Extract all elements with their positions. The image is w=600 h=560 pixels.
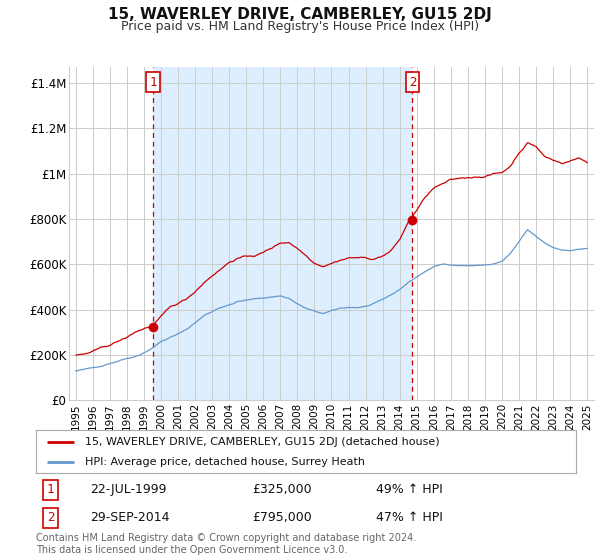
Text: 22-JUL-1999: 22-JUL-1999 (90, 483, 167, 496)
Text: HPI: Average price, detached house, Surrey Heath: HPI: Average price, detached house, Surr… (85, 458, 365, 467)
Text: 29-SEP-2014: 29-SEP-2014 (90, 511, 170, 524)
Text: 15, WAVERLEY DRIVE, CAMBERLEY, GU15 2DJ (detached house): 15, WAVERLEY DRIVE, CAMBERLEY, GU15 2DJ … (85, 437, 439, 447)
Text: 1: 1 (47, 483, 54, 496)
Text: 2: 2 (409, 76, 416, 88)
Bar (153, 67, 412, 400)
Text: 47% ↑ HPI: 47% ↑ HPI (376, 511, 443, 524)
Text: £795,000: £795,000 (252, 511, 312, 524)
Text: Contains HM Land Registry data © Crown copyright and database right 2024.
This d: Contains HM Land Registry data © Crown c… (36, 533, 416, 555)
Text: 2: 2 (47, 511, 54, 524)
Text: £325,000: £325,000 (252, 483, 311, 496)
Text: 49% ↑ HPI: 49% ↑ HPI (376, 483, 443, 496)
Text: 1: 1 (149, 76, 157, 88)
Text: Price paid vs. HM Land Registry's House Price Index (HPI): Price paid vs. HM Land Registry's House … (121, 20, 479, 33)
Text: 15, WAVERLEY DRIVE, CAMBERLEY, GU15 2DJ: 15, WAVERLEY DRIVE, CAMBERLEY, GU15 2DJ (108, 7, 492, 22)
